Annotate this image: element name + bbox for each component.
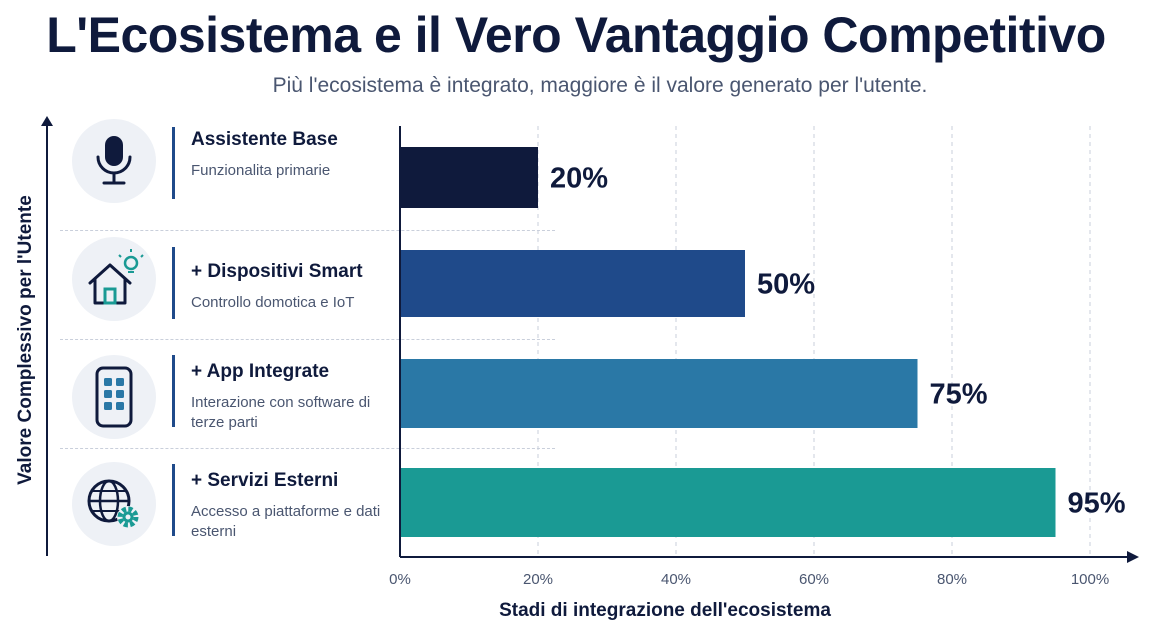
stage-description: Funzionalita primarie	[191, 162, 331, 179]
stage-name: Assistente Base	[191, 129, 338, 150]
bar	[400, 359, 918, 428]
stage-description: Accesso a piattaforme e dati esterni	[191, 503, 381, 540]
stage-description: Controllo domotica e IoT	[191, 294, 355, 311]
x-tick-label: 60%	[799, 571, 829, 588]
stage-dispositivi-smart: + Dispositivi Smart Controllo domotica e…	[60, 231, 400, 339]
stage-description: Interazione con software di terze parti	[191, 394, 371, 431]
row-divider	[60, 448, 555, 449]
smartphone-apps-icon	[72, 355, 156, 439]
stage-accent-bar	[172, 355, 175, 427]
bar	[400, 250, 745, 317]
bar	[400, 468, 1056, 537]
y-axis-line	[46, 124, 48, 556]
x-tick-label: 40%	[661, 571, 691, 588]
y-axis-arrow-icon	[41, 116, 53, 126]
stage-name: + Servizi Esterni	[191, 470, 339, 491]
bar-value-label: 50%	[757, 269, 815, 301]
stage-accent-bar	[172, 464, 175, 536]
page-subtitle: Più l'ecosistema è integrato, maggiore è…	[272, 74, 928, 97]
stage-assistente-base: Assistente Base Funzionalita primarie	[60, 107, 400, 215]
smart-home-icon	[72, 237, 156, 321]
stage-accent-bar	[172, 127, 175, 199]
x-tick-label: 100%	[1071, 571, 1109, 588]
stage-name: + Dispositivi Smart	[191, 261, 363, 282]
bar-value-label: 20%	[550, 163, 608, 195]
x-tick-label: 0%	[389, 571, 411, 588]
x-axis-arrow-icon	[1127, 551, 1139, 563]
bar-value-label: 75%	[930, 379, 988, 411]
x-tick-label: 80%	[937, 571, 967, 588]
page-title: L'Ecosistema e il Vero Vantaggio Competi…	[46, 7, 1106, 63]
row-divider	[60, 230, 555, 231]
x-axis-label: Stadi di integrazione dell'ecosistema	[499, 600, 831, 621]
x-tick-label: 20%	[523, 571, 553, 588]
stage-accent-bar	[172, 247, 175, 319]
row-divider	[60, 339, 555, 340]
stage-name: + App Integrate	[191, 361, 330, 382]
bar	[400, 147, 538, 208]
globe-gear-icon	[72, 462, 156, 546]
stage-app-integrate: + App Integrate Interazione con software…	[60, 341, 400, 449]
microphone-icon	[72, 119, 156, 203]
stage-servizi-esterni: + Servizi Esterni Accesso a piattaforme …	[60, 450, 400, 558]
bar-value-label: 95%	[1068, 488, 1126, 520]
